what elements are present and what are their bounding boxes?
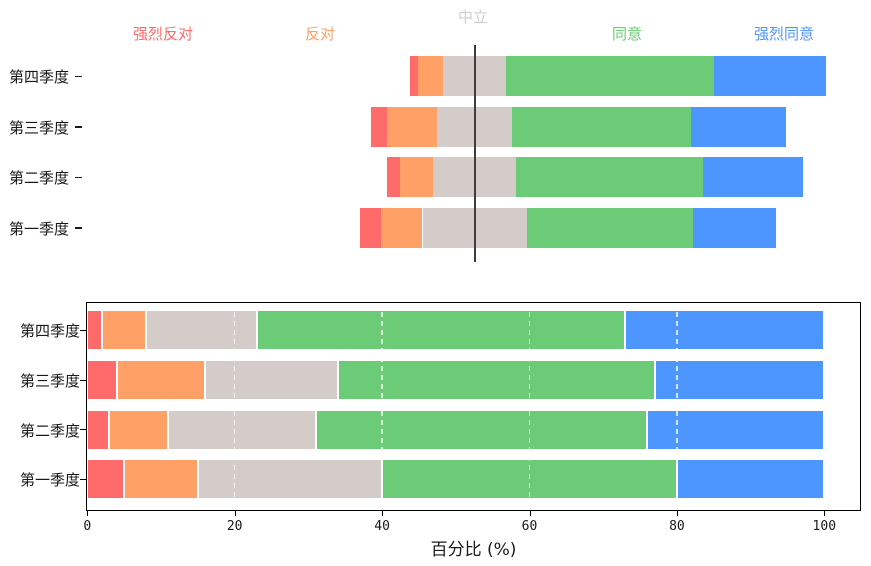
bar-segment	[505, 56, 714, 96]
bar-segment	[87, 459, 125, 499]
category-tick-dash	[75, 75, 82, 78]
category-label-text: 第三季度	[8, 118, 69, 137]
x-axis-tick	[382, 511, 384, 516]
bar-segment	[516, 157, 704, 197]
gridline	[823, 303, 826, 510]
gridline	[233, 303, 236, 510]
y-axis-tick	[80, 379, 86, 381]
bar-segment	[124, 459, 198, 499]
x-tick-label: 0	[83, 519, 92, 534]
x-tick-label: 20	[226, 519, 243, 534]
x-tick-label: 80	[669, 519, 685, 534]
x-axis-tick	[824, 511, 826, 516]
bar-segment	[692, 207, 777, 248]
category-label: 第四季度	[0, 66, 82, 87]
category-label: 第三季度	[19, 372, 80, 390]
bar-segment	[116, 360, 206, 400]
y-axis-tick	[80, 478, 86, 480]
diverging-likert-chart: 强烈反对 反对 中立同意 强烈同意第四季度第三季度第二季度第一季度	[0, 0, 871, 270]
bar-segment	[256, 310, 626, 350]
bar-segment	[511, 106, 691, 147]
x-axis-tick	[676, 511, 679, 516]
bar-segment	[360, 207, 381, 248]
legend-label: 强烈同意	[753, 25, 815, 43]
x-axis-title: 百分比 (%)	[430, 540, 517, 560]
bar-segment	[418, 56, 444, 96]
bar-segment	[690, 106, 787, 147]
gridline	[381, 303, 383, 510]
bar-segment	[109, 409, 169, 450]
bar-segment	[399, 157, 433, 197]
category-label: 第二季度	[0, 167, 82, 188]
bar-segment	[387, 106, 438, 147]
y-axis-tick	[80, 329, 86, 331]
neutral-axis-line	[473, 45, 476, 262]
bar-segment	[370, 106, 388, 147]
category-label: 第三季度	[0, 117, 82, 138]
bar-segment	[87, 310, 103, 350]
bar-segment	[410, 56, 419, 96]
bar-segment	[647, 409, 825, 450]
category-label-text: 第二季度	[8, 169, 69, 187]
legend-label: 同意	[611, 25, 643, 43]
x-tick-label: 60	[521, 519, 538, 534]
bar-segment	[205, 360, 338, 400]
bar-segment	[102, 310, 147, 350]
y-axis-tick	[80, 429, 86, 431]
bar-segment	[315, 409, 648, 450]
legend-label: 反对	[304, 25, 336, 43]
category-label-text: 第四季度	[8, 68, 69, 86]
bar-segment	[703, 157, 804, 197]
x-tick-label: 40	[374, 519, 390, 534]
category-label: 第一季度	[0, 218, 82, 239]
category-label-text: 第一季度	[8, 219, 69, 238]
bar-segment	[387, 157, 400, 197]
x-axis-tick	[234, 511, 236, 516]
bar-segment	[676, 459, 825, 499]
bar-segment	[654, 360, 825, 400]
legend-label: 强烈反对	[132, 25, 194, 43]
category-label: 第一季度	[19, 471, 80, 489]
category-label: 第四季度	[19, 322, 80, 340]
bar-segment	[380, 207, 423, 248]
legend-label: 中立	[457, 8, 489, 26]
bar-segment	[337, 360, 655, 400]
category-tick-dash	[75, 126, 82, 128]
x-axis-tick	[87, 511, 89, 516]
category-tick-dash	[75, 227, 82, 229]
bar-segment	[197, 459, 383, 499]
bar-segment	[168, 409, 316, 450]
x-axis-tick	[529, 511, 531, 516]
category-label: 第二季度	[19, 421, 80, 440]
bar-segment	[526, 207, 693, 248]
gridline	[528, 303, 531, 510]
bar-segment	[87, 360, 117, 400]
bar-segment	[713, 56, 826, 96]
bar-segment	[146, 310, 257, 350]
category-tick-dash	[75, 176, 82, 179]
bar-segment	[87, 409, 110, 450]
x-tick-label: 100	[812, 519, 837, 534]
gridline	[676, 303, 678, 510]
bar-segment	[625, 310, 825, 350]
